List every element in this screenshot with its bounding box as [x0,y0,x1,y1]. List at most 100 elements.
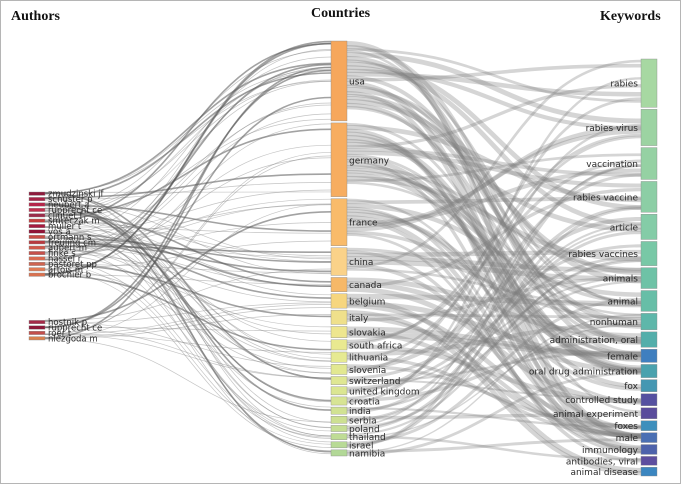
country-node-switzerland [330,376,348,385]
keyword-label-rabies: rabies [610,80,638,90]
link-finke-s-to-belgium [44,252,332,303]
author-node-nlezgoda-m [28,336,46,341]
link-vos-a-to-india [44,231,332,408]
country-node-canada [330,277,348,292]
link-cliquet-f-to-israel [44,215,332,443]
link-slovenia-to-article [346,216,642,371]
author-label-hassel-r: hassel r [48,255,82,265]
link-schuster-p-to-china [44,199,332,260]
keyword-node-antibodies-viral [640,456,658,466]
author-label-finke-s: finke s [48,249,76,259]
link-germany-to-fox [346,155,642,389]
link-roer-t-to-belgium [44,304,332,335]
country-node-lithuania [330,351,348,363]
link-usa-to-female [346,55,642,357]
link-germany-to-oral-drug-administration [346,138,642,375]
link-ortmann-s-to-france [44,204,332,239]
link-zmudzinski-jf-to-usa [44,80,332,194]
link-germany-to-animal [346,170,642,304]
link-france-to-rabies-virus [346,129,642,229]
link-china-to-animal [346,268,642,308]
country-node-italy [330,309,348,325]
author-node-ortmann-s [28,234,46,239]
author-label-rupprecht-ce: rupprecht ce [48,324,102,334]
link-italy-to-nonhuman [346,313,642,319]
link-pastoret-pp-to-china [44,263,332,274]
link-cliquet-f-to-canada [44,212,332,283]
link-smreczak-m-to-usa [44,118,332,221]
link-rupprecht-ce-to-usa [44,69,332,329]
country-node-slovakia [330,326,348,338]
author-label-artois-m: artois m [48,265,83,275]
keyword-label-female: female [607,352,638,362]
link-india-to-rabies-vaccine [346,205,642,414]
link-cliquet-f-to-usa [44,69,332,216]
link-finke-s-to-usa [44,102,332,253]
link-china-to-rabies-vaccines [346,249,642,258]
country-label-south-africa: south africa [349,341,402,351]
country-label-croatia: croatia [349,397,380,407]
link-croatia-to-rabies [346,77,642,404]
link-hostnik-p-to-china [44,268,332,322]
author-node-rupprecht-ce [28,325,46,330]
link-germany-to-rabies-vaccine [346,125,642,203]
country-label-israel: israel [349,441,373,451]
author-node-smreczak-m [28,218,46,223]
country-label-thailand: thailand [349,433,386,443]
keyword-node-animal-disease [640,467,658,477]
link-aubert-m-to-france [44,203,332,248]
link-slovakia-to-female [346,332,642,358]
author-label-zmudzinski-jf: zmudzinski jf [48,190,105,200]
keyword-node-female [640,349,658,363]
link-usa-to-animal-experiment [346,50,642,413]
keyword-node-vaccination [640,147,658,180]
keyword-label-administration-oral: administration, oral [550,336,638,346]
link-artois-m-to-slovenia [44,269,332,374]
link-slovakia-to-male [346,330,642,438]
keyword-label-oral-drug-administration: oral drug administration [529,368,638,378]
link-schuster-p-to-germany [44,182,332,201]
country-label-united-kingdom: united kingdom [349,387,420,397]
link-united-kingdom-to-animals [346,276,642,391]
link-israel-to-vaccination [346,163,642,448]
keyword-node-controlled-study [640,393,658,406]
link-m-ller-t-to-lithuania [44,226,332,362]
author-label-nlezgoda-m: nlezgoda m [48,334,98,344]
link-freuling-cm-to-usa [44,104,332,244]
link-usa-to-administration-oral [346,106,642,344]
link-freuling-cm-to-belgium [44,240,332,299]
keyword-label-rabies-vaccines: rabies vaccines [568,250,638,260]
author-node-zmudzinski-jf [28,191,46,196]
link-germany-to-article [346,141,642,232]
link-zmudzinski-jf-to-switzerland [44,192,332,380]
link-artois-m-to-france [44,240,332,269]
link-hostnik-p-to-belgium [44,302,332,324]
link-brochier-b-to-usa [44,42,332,275]
keyword-label-controlled-study: controlled study [565,396,638,406]
link-germany-to-oral-drug-administration [346,134,642,373]
country-node-slovenia [330,364,348,375]
keyword-label-fox: fox [624,382,638,392]
author-label-m-ller-t: müller t [48,222,82,232]
link-usa-to-article [346,65,642,227]
keyword-node-rabies-vaccines [640,241,658,266]
author-node-m-ller-t [28,224,46,228]
link-canada-to-oral-drug-administration [346,281,642,374]
author-label-cliquet-f: cliquet f [48,211,83,221]
link-france-to-immunology [346,233,642,454]
link-rupprecht-ce-to-switzerland [44,327,332,379]
link-france-to-foxes [346,206,642,429]
link-germany-to-rabies [346,84,642,149]
country-label-switzerland: switzerland [349,377,400,387]
author-label-hostnik-p: hostnik p [48,318,87,328]
link-usa-to-rabies-virus [346,68,642,131]
country-node-thailand [330,433,348,440]
country-label-namibia: namibia [349,449,385,459]
keyword-node-immunology [640,444,658,455]
author-node-cliquet-f [28,213,46,218]
link-usa-to-rabies [346,63,642,82]
link-usa-to-administration-oral [346,75,642,342]
country-node-namibia [330,449,348,457]
link-germany-to-vaccination [346,147,642,177]
